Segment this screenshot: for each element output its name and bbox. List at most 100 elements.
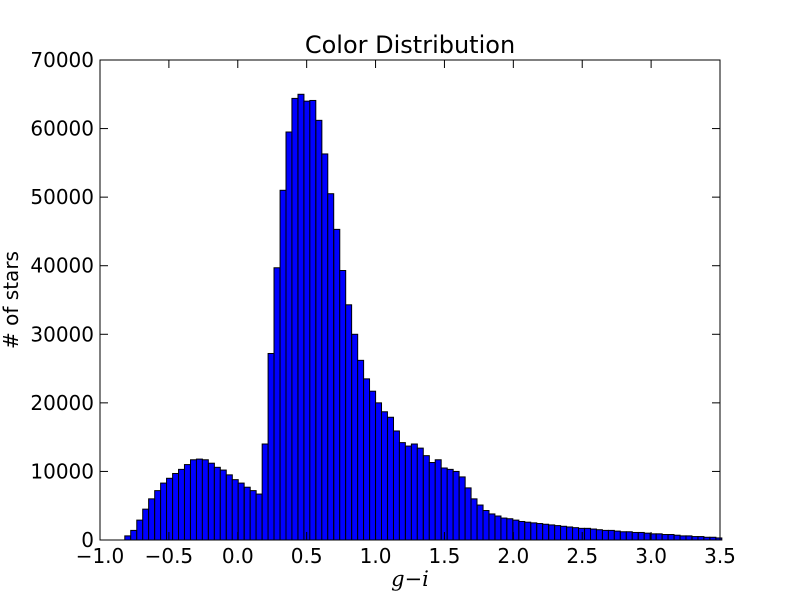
histogram-bar — [416, 447, 424, 541]
x-tick-label: 0.0 — [222, 544, 254, 568]
histogram-bar — [697, 536, 705, 541]
histogram-bar — [160, 482, 168, 541]
histogram-bar — [500, 517, 508, 541]
histogram-bar — [613, 530, 621, 541]
histogram-bar — [357, 359, 365, 541]
x-tick-label: −0.5 — [145, 544, 194, 568]
histogram-bar — [434, 459, 442, 541]
histogram-bar — [404, 445, 412, 541]
histogram-bar — [172, 472, 180, 541]
histogram-bar — [249, 490, 257, 541]
y-tick-label: 50000 — [30, 185, 94, 209]
histogram-bar — [345, 304, 353, 541]
histogram-bar — [518, 520, 526, 541]
histogram-bar — [231, 479, 239, 541]
histogram-bar — [303, 100, 311, 541]
histogram-bar — [255, 493, 263, 541]
y-tick-label: 70000 — [30, 48, 94, 72]
histogram-bar — [667, 534, 675, 541]
histogram-bar — [661, 534, 669, 541]
histogram-bar — [207, 462, 215, 541]
x-tick-label: 1.5 — [429, 544, 461, 568]
histogram-bar — [589, 528, 597, 541]
histogram-bar — [130, 529, 138, 541]
histogram-bar — [261, 443, 269, 541]
histogram-bar — [542, 523, 550, 541]
x-tick-label: 0.5 — [291, 544, 323, 568]
histogram-bar — [578, 527, 585, 541]
histogram-bar — [494, 515, 502, 541]
histogram-bar — [625, 531, 633, 541]
histogram-bar — [219, 469, 227, 541]
histogram-bar — [631, 531, 639, 541]
histogram-bar — [524, 521, 532, 541]
histogram-bar — [446, 468, 454, 541]
histogram-bar — [351, 333, 359, 541]
y-tick-label: 60000 — [30, 117, 94, 141]
histogram-bar — [213, 466, 221, 541]
y-axis-ticks: 0 10000 20000 30000 40000 50000 60000 70000 — [30, 48, 720, 552]
histogram-bar — [237, 482, 245, 541]
histogram-bar — [601, 529, 609, 541]
histogram-bar — [267, 352, 275, 541]
histogram-bar — [643, 532, 651, 541]
histogram-bar — [285, 131, 293, 541]
histogram-bar — [566, 526, 574, 541]
histogram-bar — [607, 529, 615, 541]
histogram-bar — [428, 462, 436, 541]
histogram-bar — [333, 228, 341, 541]
histogram-bar — [440, 467, 448, 541]
histogram-bar — [536, 523, 544, 541]
histogram-bar — [548, 524, 556, 541]
histogram-bar — [488, 513, 496, 541]
x-tick-label: 3.0 — [635, 544, 667, 568]
x-tick-label: 1.0 — [360, 544, 392, 568]
histogram-bar — [410, 443, 418, 541]
histogram-bar — [637, 531, 645, 541]
histogram-bar — [148, 498, 156, 541]
histogram-bar — [363, 378, 371, 541]
chart-title: Color Distribution — [305, 31, 515, 59]
histogram-bar — [166, 477, 174, 541]
y-tick-label: 40000 — [30, 254, 94, 278]
histogram-bar — [291, 97, 299, 541]
histogram-bar — [655, 533, 663, 541]
histogram-bar — [154, 490, 162, 541]
histogram-bar — [136, 519, 144, 541]
histogram-bar — [554, 525, 562, 541]
histogram-bar — [201, 459, 209, 541]
histogram-bar — [375, 402, 383, 541]
histogram-bar — [392, 430, 400, 541]
histogram-bar — [476, 504, 484, 541]
x-axis-ticks: −1.0 −0.5 0.0 0.5 1.0 1.5 2.0 2.5 3.0 3.5 — [76, 60, 736, 568]
histogram-bar — [279, 189, 287, 541]
histogram-bar — [482, 510, 490, 541]
histogram-bar — [464, 487, 472, 541]
histogram-bar — [190, 459, 197, 541]
histogram-bar — [243, 486, 251, 541]
histogram-bar — [470, 498, 478, 541]
x-tick-label: −1.0 — [76, 544, 125, 568]
histogram-bar — [142, 508, 150, 541]
histogram-bar — [506, 518, 514, 541]
histogram-bar — [124, 535, 132, 541]
histogram-bar — [584, 527, 592, 541]
x-axis-label: g−i — [391, 567, 429, 591]
histogram-bar — [398, 442, 406, 541]
histogram-bar — [422, 455, 430, 541]
histogram-bar — [315, 119, 323, 541]
histogram-bar — [195, 458, 203, 541]
histogram-bar — [380, 411, 388, 541]
y-axis-label: # of stars — [0, 251, 23, 349]
x-tick-label: 3.5 — [704, 544, 736, 568]
histogram-bar — [679, 535, 687, 541]
histogram-bar — [297, 93, 305, 541]
histogram-bar — [183, 464, 191, 541]
histogram-bar — [309, 99, 317, 541]
histogram-bar — [572, 527, 580, 541]
histogram-bar — [619, 531, 627, 541]
y-tick-label: 30000 — [30, 322, 94, 346]
histogram-bar — [369, 390, 377, 541]
y-tick-label: 0 — [81, 528, 94, 552]
histogram-bar — [691, 536, 699, 541]
